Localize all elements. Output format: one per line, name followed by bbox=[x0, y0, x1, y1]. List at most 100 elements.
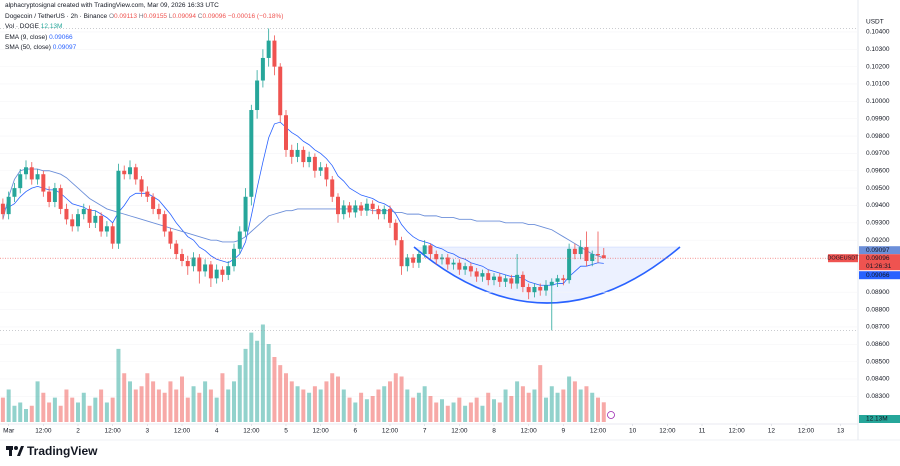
symbol-line: Dogecoin / TetherUS · 2h · Binance O0.09… bbox=[5, 12, 283, 23]
candle-body bbox=[497, 276, 502, 282]
ema-tag bbox=[859, 271, 900, 280]
legend-volume: Vol · DOGE 12.13M bbox=[5, 22, 283, 33]
candle-body bbox=[428, 245, 433, 255]
candle-body bbox=[463, 266, 468, 270]
x-tick-label: 7 bbox=[423, 428, 427, 435]
candle-body bbox=[312, 156, 317, 171]
candle-body bbox=[0, 203, 5, 215]
x-tick-label: 13 bbox=[837, 428, 845, 435]
candle-body bbox=[151, 196, 156, 209]
y-tick-label: 0.10100 bbox=[866, 81, 890, 88]
volume-bar bbox=[451, 402, 456, 422]
countdown: 01:26:31 bbox=[866, 263, 892, 270]
candle-body bbox=[445, 257, 450, 265]
candle-body bbox=[336, 196, 340, 215]
x-tick-label: 12 bbox=[768, 428, 776, 435]
volume-bar bbox=[526, 392, 531, 422]
candle-body bbox=[376, 208, 381, 215]
cup-curve bbox=[413, 246, 681, 304]
candle-body bbox=[174, 243, 179, 255]
x-tick-label: 3 bbox=[146, 428, 150, 435]
logo-icon bbox=[17, 446, 24, 456]
event-marker[interactable] bbox=[607, 411, 615, 419]
candle-body bbox=[295, 149, 300, 157]
candle-body bbox=[393, 222, 398, 241]
volume-bar bbox=[29, 405, 34, 422]
change: −0.00016 (−0.18%) bbox=[227, 12, 284, 20]
indicator-line bbox=[2, 168, 604, 259]
volume-bar bbox=[382, 386, 387, 422]
volume-bar bbox=[376, 389, 381, 422]
candle-body bbox=[208, 264, 213, 279]
volume-bar bbox=[289, 381, 294, 422]
volume-bar bbox=[232, 381, 236, 422]
volume-bar bbox=[122, 373, 127, 422]
volume-bar bbox=[99, 389, 104, 422]
volume-bar bbox=[128, 381, 132, 422]
volume-bar bbox=[590, 392, 595, 422]
volume-bar bbox=[428, 396, 433, 422]
candle-body bbox=[601, 255, 606, 259]
volume-bar bbox=[474, 397, 479, 422]
volume-bar bbox=[174, 389, 179, 422]
candle-body bbox=[440, 257, 444, 260]
x-tick-label: 12:00 bbox=[590, 428, 607, 435]
candle-body bbox=[266, 40, 271, 58]
y-tick-label: 0.10000 bbox=[866, 98, 890, 105]
candle-body bbox=[468, 266, 473, 272]
volume-bar bbox=[255, 340, 260, 422]
candle-body bbox=[226, 266, 231, 275]
ohlc-value: 0.09155 bbox=[143, 12, 168, 20]
candle-body bbox=[168, 231, 173, 244]
volume-bar bbox=[295, 386, 300, 422]
volume-bar bbox=[578, 389, 583, 422]
volume-bar bbox=[445, 405, 450, 422]
volume-bar bbox=[272, 357, 277, 422]
candle-body bbox=[110, 226, 115, 244]
candle-body bbox=[93, 215, 98, 223]
price-tag-label: 0.09096 bbox=[866, 255, 890, 262]
candle-body bbox=[70, 219, 75, 227]
x-tick-label: 8 bbox=[492, 428, 496, 435]
candle-body bbox=[243, 196, 248, 232]
volume-bar bbox=[480, 405, 485, 422]
candle-body bbox=[596, 254, 600, 256]
x-tick-label: 12:00 bbox=[174, 428, 191, 435]
candle-body bbox=[197, 257, 202, 272]
volume-bar bbox=[555, 392, 560, 422]
volume-bar bbox=[463, 405, 468, 422]
volume-bar bbox=[347, 397, 352, 422]
candle-body bbox=[544, 285, 548, 291]
volume-bar bbox=[538, 365, 543, 422]
candle-body bbox=[52, 188, 57, 202]
legend-value: 0.09097 bbox=[52, 44, 77, 51]
volume-bar bbox=[24, 409, 28, 422]
candle-body bbox=[324, 167, 329, 180]
legend-sma: SMA (50, close) 0.09097 bbox=[5, 43, 283, 54]
y-tick-label: 0.08700 bbox=[866, 324, 890, 331]
volume-bar bbox=[457, 397, 462, 422]
volume-bar bbox=[70, 397, 75, 422]
y-tick-label: 0.10300 bbox=[866, 46, 890, 53]
candle-body bbox=[422, 245, 427, 255]
candle-body bbox=[87, 208, 92, 223]
candle-body bbox=[185, 260, 190, 267]
candle-body bbox=[162, 214, 167, 232]
volume-bar bbox=[6, 389, 11, 422]
candle-body bbox=[405, 257, 410, 267]
candle-body bbox=[538, 287, 543, 291]
volume-bar bbox=[567, 376, 572, 422]
volume-bar bbox=[12, 405, 17, 422]
candle-body bbox=[47, 191, 52, 202]
volume-bar bbox=[532, 389, 537, 422]
y-tick-label: 0.08400 bbox=[866, 376, 890, 383]
candle-body bbox=[133, 167, 138, 180]
candle-body bbox=[353, 205, 358, 213]
price-tag bbox=[859, 254, 900, 271]
y-tick-label: 0.09700 bbox=[866, 150, 890, 157]
ohlc-value: 0.09113 bbox=[114, 12, 138, 20]
legend-name: EMA (9, close) bbox=[5, 33, 48, 41]
logo-icon bbox=[14, 446, 18, 450]
candle-body bbox=[284, 115, 288, 150]
